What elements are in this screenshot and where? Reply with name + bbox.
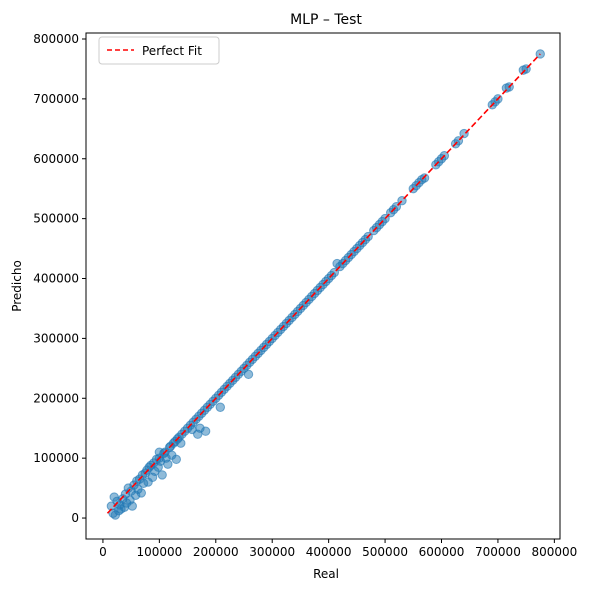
scatter-point bbox=[200, 426, 211, 436]
x-tick-label: 500000 bbox=[362, 545, 408, 559]
x-tick-label: 700000 bbox=[475, 545, 521, 559]
x-tick-label: 100000 bbox=[136, 545, 182, 559]
scatter-point bbox=[419, 173, 430, 183]
scatter-point bbox=[171, 454, 181, 465]
x-tick-label: 400000 bbox=[306, 545, 352, 559]
y-axis-label: Predicho bbox=[10, 260, 24, 312]
y-axis: 0 100000 200000 300000 400000 500000 600000 700… bbox=[33, 32, 86, 525]
scatter-point bbox=[157, 470, 167, 480]
y-tick-label: 300000 bbox=[33, 331, 79, 345]
y-tick-label: 600000 bbox=[33, 152, 79, 166]
y-tick-label: 400000 bbox=[33, 272, 79, 286]
scatter-point bbox=[136, 488, 147, 498]
x-tick-label: 200000 bbox=[193, 545, 239, 559]
scatter-point bbox=[215, 402, 226, 412]
axes-frame bbox=[85, 32, 561, 540]
legend-label-perfect-fit: Perfect Fit bbox=[142, 44, 202, 58]
y-tick-label: 0 bbox=[71, 511, 79, 525]
plot-area bbox=[106, 49, 545, 520]
x-tick-label: 0 bbox=[99, 545, 107, 559]
y-tick-label: 800000 bbox=[33, 32, 79, 46]
scatter-point bbox=[535, 49, 545, 59]
y-tick-label: 100000 bbox=[33, 451, 79, 465]
x-tick-label: 800000 bbox=[531, 545, 577, 559]
scatter-point bbox=[127, 501, 137, 511]
x-axis: 0 100000 200000 300000 400000 500000 600000 700… bbox=[99, 539, 577, 559]
x-tick-label: 300000 bbox=[249, 545, 295, 559]
y-tick-label: 700000 bbox=[33, 92, 79, 106]
scatter-point bbox=[243, 369, 254, 380]
legend-box bbox=[98, 36, 220, 65]
perfect-fit-line bbox=[106, 53, 541, 514]
scatter-point bbox=[163, 459, 173, 469]
x-axis-label: Real bbox=[313, 567, 339, 581]
chart-title: MLP – Test bbox=[290, 12, 362, 28]
y-tick-label: 200000 bbox=[33, 391, 79, 405]
y-tick-label: 500000 bbox=[33, 212, 79, 226]
x-tick-label: 600000 bbox=[419, 545, 465, 559]
scatter-point bbox=[176, 438, 186, 448]
legend: Perfect Fit bbox=[98, 36, 220, 65]
